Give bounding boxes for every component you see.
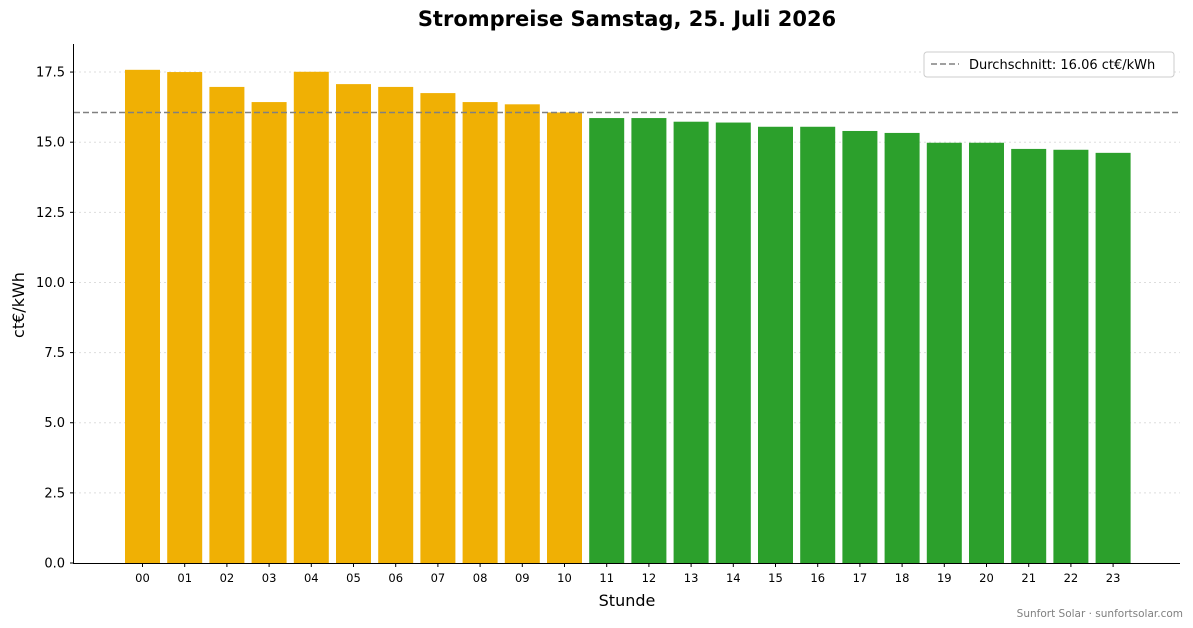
bar-hour-02 [209, 86, 245, 563]
bar-hour-07 [420, 93, 456, 563]
x-tick-label: 22 [1064, 571, 1079, 585]
bar-hour-21 [1011, 148, 1047, 563]
x-tick-label: 02 [220, 571, 235, 585]
y-tick-label: 15.0 [36, 136, 65, 151]
x-tick-label: 16 [810, 571, 825, 585]
x-tick-label: 11 [599, 571, 614, 585]
bar-hour-09 [504, 104, 540, 563]
x-tick-label: 05 [346, 571, 361, 585]
bar-hour-10 [547, 112, 582, 563]
x-tick-label: 17 [853, 571, 868, 585]
x-tick-label: 00 [135, 571, 150, 585]
x-tick-label: 20 [979, 571, 994, 585]
x-tick-label: 03 [262, 571, 277, 585]
legend-box [923, 51, 1175, 78]
bar-hour-15 [758, 126, 793, 563]
y-tick-label: 5.0 [44, 416, 65, 431]
x-tick-label: 14 [726, 571, 741, 585]
chart-title: Strompreise Samstag, 25. Juli 2026 [418, 7, 836, 31]
x-axis-ticks: 00 01 02 03 04 05 06 07 08 09 10 11 12 13 14 15 16 17 18 19… [135, 563, 1120, 585]
bar-hour-13 [673, 121, 709, 564]
bar-hour-08 [462, 102, 498, 563]
bar-hour-19 [926, 142, 962, 563]
x-tick-label: 19 [937, 571, 952, 585]
bar-hour-05 [336, 84, 371, 563]
x-tick-label: 18 [895, 571, 910, 585]
x-tick-label: 01 [177, 571, 192, 585]
bar-hour-16 [800, 126, 836, 563]
x-tick-label: 13 [684, 571, 699, 585]
legend-label-average: Durchschnitt: 16.06 ct€/kWh [969, 58, 1155, 73]
y-tick-label: 0.0 [44, 557, 65, 572]
bar-hour-12 [631, 118, 667, 563]
x-tick-label: 21 [1021, 571, 1036, 585]
x-tick-label: 08 [473, 571, 488, 585]
bar-hour-03 [251, 102, 287, 563]
y-axis-label: ct€/kWh [9, 272, 28, 338]
bar-hour-00 [125, 69, 160, 564]
bars [125, 69, 1131, 564]
bar-hour-23 [1095, 152, 1131, 563]
y-tick-label: 2.5 [44, 486, 65, 501]
legend: Durchschnitt: 16.06 ct€/kWh [923, 51, 1175, 78]
x-tick-label: 12 [642, 571, 657, 585]
y-axis-ticks: 0.0 2.5 5.0 7.5 10.0 12.5 15.0 17.5 [36, 66, 74, 572]
footer-source: Sunfort Solar · sunfortsolar.com [1017, 608, 1183, 620]
y-tick-label: 12.5 [36, 206, 65, 221]
y-tick-label: 7.5 [44, 346, 65, 361]
bar-hour-11 [589, 118, 625, 563]
x-tick-label: 15 [768, 571, 783, 585]
x-tick-label: 23 [1106, 571, 1121, 585]
bar-hour-04 [293, 71, 329, 564]
x-tick-label: 04 [304, 571, 319, 585]
bar-hour-06 [378, 86, 414, 563]
bar-hour-17 [842, 130, 878, 563]
y-tick-label: 10.0 [36, 276, 65, 291]
x-axis-label: Stunde [599, 591, 656, 610]
y-tick-label: 17.5 [36, 66, 65, 81]
bar-hour-14 [715, 122, 751, 563]
bar-hour-22 [1053, 149, 1089, 563]
x-tick-label: 06 [388, 571, 403, 585]
bar-hour-20 [969, 142, 1004, 563]
bar-hour-18 [884, 132, 920, 564]
x-tick-label: 07 [431, 571, 446, 585]
bar-hour-01 [167, 72, 203, 564]
x-tick-label: 10 [557, 571, 572, 585]
x-tick-label: 09 [515, 571, 530, 585]
